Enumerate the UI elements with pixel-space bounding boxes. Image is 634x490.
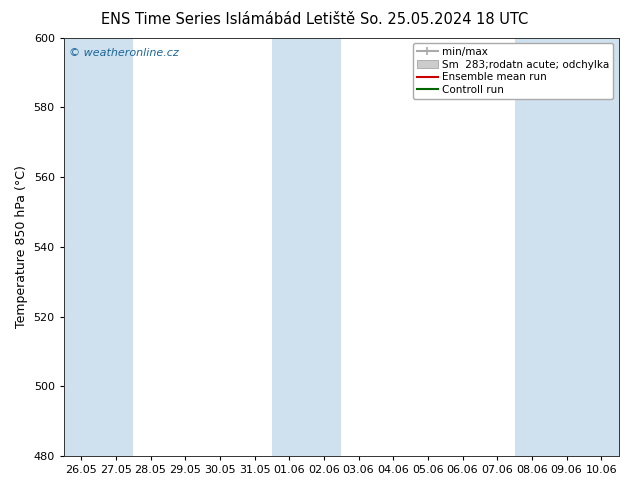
Text: So. 25.05.2024 18 UTC: So. 25.05.2024 18 UTC [359,12,528,27]
Bar [64,38,98,456]
Bar [272,38,306,456]
Text: © weatheronline.cz: © weatheronline.cz [69,48,179,58]
Bar [549,38,584,456]
Bar [515,38,549,456]
Bar [306,38,341,456]
Legend: min/max, Sm  283;rodatn acute; odchylka, Ensemble mean run, Controll run: min/max, Sm 283;rodatn acute; odchylka, … [413,43,613,99]
Bar [98,38,133,456]
Bar [584,38,619,456]
Y-axis label: Temperature 850 hPa (°C): Temperature 850 hPa (°C) [15,165,28,328]
Text: ENS Time Series Islámábád Letiště: ENS Time Series Islámábád Letiště [101,12,355,27]
